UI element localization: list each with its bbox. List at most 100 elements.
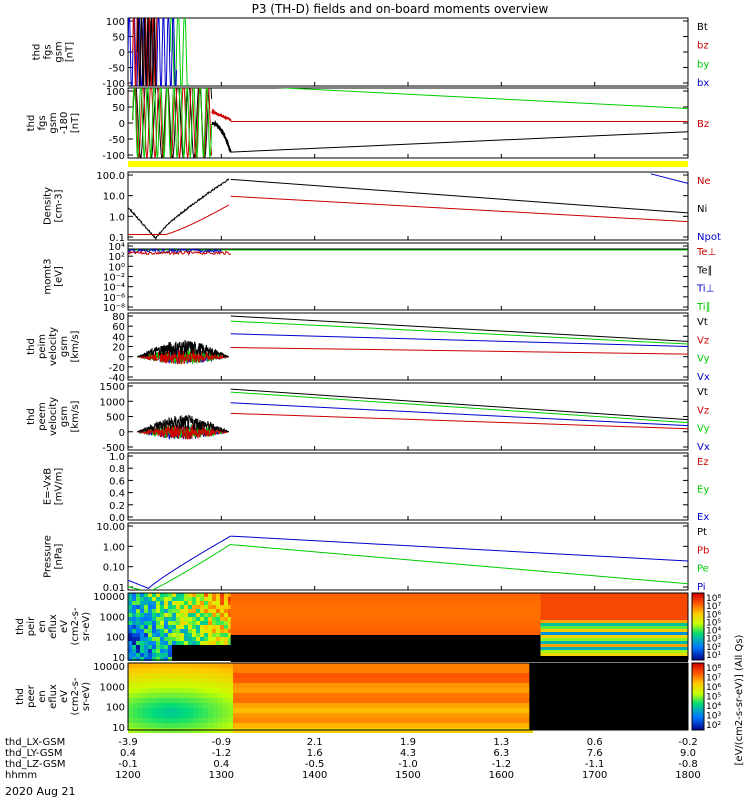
peer-cell [253, 718, 258, 723]
colorbar-slice [692, 712, 704, 713]
peer-cell [308, 683, 313, 688]
peer-cell [473, 713, 478, 718]
peer-cell [473, 708, 478, 713]
peer-cell [218, 708, 223, 713]
peir-cell [196, 609, 200, 613]
peir-cell [212, 605, 216, 609]
peer-cell [468, 688, 473, 693]
peir-cell [180, 593, 184, 597]
peer-cell [403, 668, 408, 673]
peer-cell [448, 678, 453, 683]
peir-cell [164, 657, 168, 661]
peir-cell [136, 617, 140, 621]
peer-cell [448, 693, 453, 698]
peir-cell [196, 629, 200, 633]
peer-cell [243, 703, 248, 708]
y-axis-label: thd [26, 338, 37, 355]
peer-cell [203, 663, 208, 668]
peer-cell [338, 688, 343, 693]
peer-cell [298, 663, 303, 668]
peer-cell [518, 698, 523, 703]
y-tick-label: 1000 [100, 397, 125, 408]
peer-cell [493, 663, 498, 668]
peer-cell [403, 703, 408, 708]
peir-cell [148, 593, 152, 597]
peir-cell [184, 621, 188, 625]
peer-cell [303, 703, 308, 708]
peer-cell [503, 708, 508, 713]
peer-cell [208, 723, 213, 728]
line-Pi-late [230, 535, 688, 562]
peer-cell [458, 663, 463, 668]
peer-cell [358, 673, 363, 678]
peir-cell [152, 637, 156, 641]
line-Ne [128, 204, 230, 235]
peer-cell [193, 683, 198, 688]
line-Ni-late [230, 178, 688, 214]
peir-cell [168, 605, 172, 609]
peir-cell [216, 645, 220, 649]
peer-cell [243, 678, 248, 683]
panel-frame [127, 312, 689, 381]
legend-Ne: Ne [697, 176, 711, 187]
colorbar-slice [692, 607, 704, 608]
peer-cell [413, 703, 418, 708]
colorbar-slice [692, 652, 704, 653]
peer-cell [478, 718, 483, 723]
peir-cell [136, 641, 140, 645]
peir-cell [176, 593, 180, 597]
peer-cell [133, 698, 138, 703]
peer-cell [163, 663, 168, 668]
peer-cell [378, 663, 383, 668]
colorbar-slice [692, 615, 704, 616]
peer-cell [328, 673, 333, 678]
peer-cell [493, 723, 498, 728]
peer-cell [198, 708, 203, 713]
x-value: 4.3 [400, 748, 416, 759]
y-tick-label: 10⁴ [108, 242, 125, 253]
peer-cell [218, 678, 223, 683]
peer-cell [438, 683, 443, 688]
peir-cell [168, 657, 172, 661]
peir-cell [164, 605, 168, 609]
peir-band [230, 653, 541, 656]
peir-cell [180, 637, 184, 641]
peer-cell [308, 693, 313, 698]
peer-cell [513, 713, 518, 718]
peer-cell [378, 718, 383, 723]
peer-cell [293, 698, 298, 703]
peir-cell [148, 641, 152, 645]
peer-cell [133, 678, 138, 683]
peer-cell [378, 708, 383, 713]
peir-cell [152, 649, 156, 653]
peir-cell [180, 645, 184, 649]
peer-cell [153, 708, 158, 713]
peer-cell [213, 708, 218, 713]
peir-cell [220, 657, 224, 661]
peer-cell [198, 663, 203, 668]
peer-cell [253, 683, 258, 688]
peer-cell [443, 703, 448, 708]
x-value: -1.2 [492, 759, 512, 770]
peir-cell [168, 653, 172, 657]
peer-cell [183, 703, 188, 708]
peer-cell [343, 713, 348, 718]
panel-frame [127, 452, 689, 521]
peer-cell [438, 668, 443, 673]
peir-cell [200, 637, 204, 641]
peer-cell [488, 698, 493, 703]
peer-cell [483, 718, 488, 723]
y-axis-label: thd [26, 408, 37, 425]
y-tick-label: 0.4 [109, 489, 125, 500]
peir-cell [164, 653, 168, 657]
peir-cell [136, 621, 140, 625]
peer-cell [208, 703, 213, 708]
peer-cell [433, 683, 438, 688]
peir-cell [172, 637, 176, 641]
peer-cell [523, 678, 528, 683]
peer-cell [173, 708, 178, 713]
line-Pe-late [230, 544, 688, 585]
peir-cell [196, 617, 200, 621]
peer-cell [198, 703, 203, 708]
peer-cell [268, 683, 273, 688]
